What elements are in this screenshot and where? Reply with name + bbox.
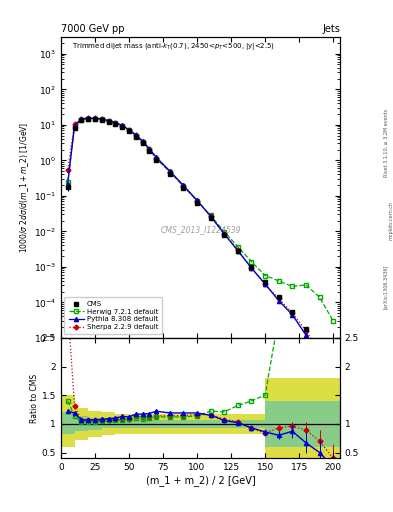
Text: Trimmed dijet mass (anti-$k_T$(0.7), 2450<$p_T$<500, |y|<2.5): Trimmed dijet mass (anti-$k_T$(0.7), 245…	[72, 41, 275, 52]
X-axis label: (m_1 + m_2) / 2 [GeV]: (m_1 + m_2) / 2 [GeV]	[145, 475, 255, 486]
Y-axis label: $1000/\sigma\;2d\sigma/d(m\_1+m\_2)$ [1/GeV]: $1000/\sigma\;2d\sigma/d(m\_1+m\_2)$ [1/…	[18, 122, 31, 253]
Text: Jets: Jets	[322, 24, 340, 34]
Text: 7000 GeV pp: 7000 GeV pp	[61, 24, 125, 34]
Y-axis label: Ratio to CMS: Ratio to CMS	[30, 373, 39, 422]
Text: [arXiv:1306.3436]: [arXiv:1306.3436]	[384, 265, 388, 309]
Legend: CMS, Herwig 7.2.1 default, Pythia 8.308 default, Sherpa 2.2.9 default: CMS, Herwig 7.2.1 default, Pythia 8.308 …	[64, 297, 162, 334]
Text: Rivet 3.1.10, ≥ 3.2M events: Rivet 3.1.10, ≥ 3.2M events	[384, 109, 388, 178]
Text: mcplots.cern.ch: mcplots.cern.ch	[388, 201, 393, 240]
Text: CMS_2013_I1224539: CMS_2013_I1224539	[160, 225, 241, 234]
